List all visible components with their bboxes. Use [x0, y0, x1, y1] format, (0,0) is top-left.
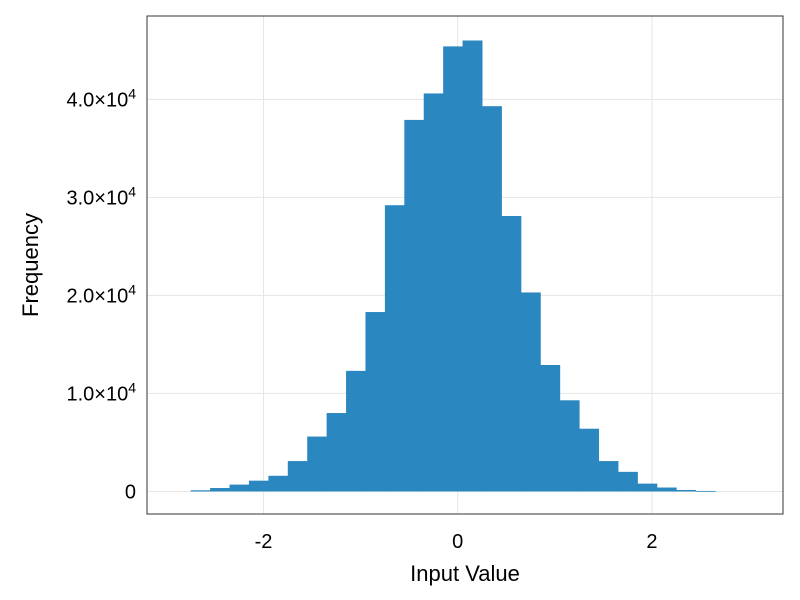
y-tick-label: 4.0×104 — [66, 85, 136, 111]
x-tick-label: 2 — [646, 531, 657, 553]
histogram-bar — [287, 461, 308, 492]
x-axis-label: Input Value — [410, 561, 520, 586]
histogram-bar — [617, 471, 638, 492]
histogram-bars — [190, 40, 716, 492]
histogram-bar — [501, 215, 522, 492]
histogram-bar — [346, 370, 366, 492]
histogram-bar — [559, 400, 580, 492]
histogram-bar — [248, 480, 269, 492]
y-tick-label: 3.0×104 — [66, 183, 136, 209]
histogram-bar — [579, 428, 600, 492]
y-tick-labels: 0 1.0×104 2.0×104 3.0×104 4.0×104 — [66, 85, 136, 503]
histogram-bar — [540, 364, 561, 492]
y-tick-label: 2.0×104 — [66, 281, 136, 307]
histogram-bar — [637, 483, 658, 492]
y-tick-label: 1.0×104 — [66, 379, 136, 405]
histogram-bar — [656, 487, 677, 492]
histogram-bar — [443, 46, 464, 492]
plot-frame — [146, 15, 784, 515]
histogram-bar — [229, 484, 250, 492]
x-tick-labels: -2 0 2 — [255, 531, 658, 553]
y-axis-label: Frequency — [18, 213, 43, 317]
histogram-bar — [365, 312, 386, 492]
histogram-bar — [695, 490, 716, 492]
histogram-bar — [598, 461, 619, 492]
histogram-bar — [676, 489, 697, 492]
histogram-bar — [326, 413, 347, 492]
histogram-bar — [307, 436, 328, 492]
histogram-bar — [404, 119, 425, 492]
histogram-bar — [462, 40, 483, 492]
y-tick-label: 0 — [125, 481, 136, 503]
histogram-bar — [520, 292, 541, 492]
histogram-bar — [190, 490, 211, 492]
histogram-bar — [210, 488, 231, 492]
x-tick-label: -2 — [255, 531, 273, 553]
histogram-bar — [423, 93, 444, 492]
histogram-bar — [268, 475, 289, 492]
x-tick-label: 0 — [452, 531, 463, 553]
histogram-bar — [481, 106, 502, 492]
histogram-bar — [384, 205, 405, 492]
